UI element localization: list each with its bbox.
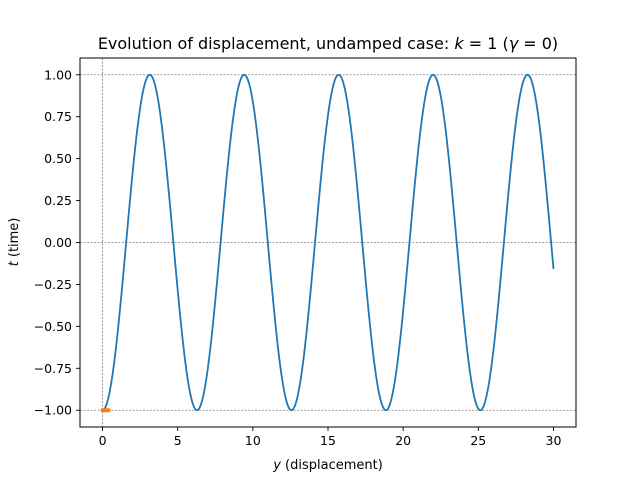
x-tick-label: 15	[320, 433, 336, 448]
x-tick-label: 0	[99, 433, 107, 448]
series-line-1	[101, 73, 555, 412]
y-tick-label: −0.25	[34, 277, 72, 292]
series-layer	[100, 73, 555, 413]
x-tick-label: 20	[395, 433, 411, 448]
y-tick-label: 0.25	[44, 193, 72, 208]
x-tick-label: 5	[174, 433, 182, 448]
x-axis-label: y (displacement)	[272, 458, 383, 473]
y-tick-label: −1.00	[34, 403, 72, 418]
y-tick-label: 0.75	[44, 109, 72, 124]
x-tick-label: 10	[245, 433, 261, 448]
x-tick-label: 25	[470, 433, 486, 448]
y-tick-label: −0.50	[34, 319, 72, 334]
x-axis: 0 5 10 15 20 25 30	[99, 427, 562, 448]
chart-title: Evolution of displacement, undamped case…	[98, 34, 558, 53]
y-axis: −1.00 −0.75 −0.50 −0.25 0.00 0.25 0.50 0.75 1.00	[34, 67, 80, 418]
reference-lines	[80, 58, 576, 427]
y-tick-label: 0.50	[44, 151, 72, 166]
y-tick-label: 0.00	[44, 235, 72, 250]
y-tick-label: 1.00	[44, 67, 72, 82]
x-tick-label: 30	[546, 433, 562, 448]
y-axis-label: t (time)	[7, 218, 22, 267]
y-tick-label: −0.75	[34, 361, 72, 376]
